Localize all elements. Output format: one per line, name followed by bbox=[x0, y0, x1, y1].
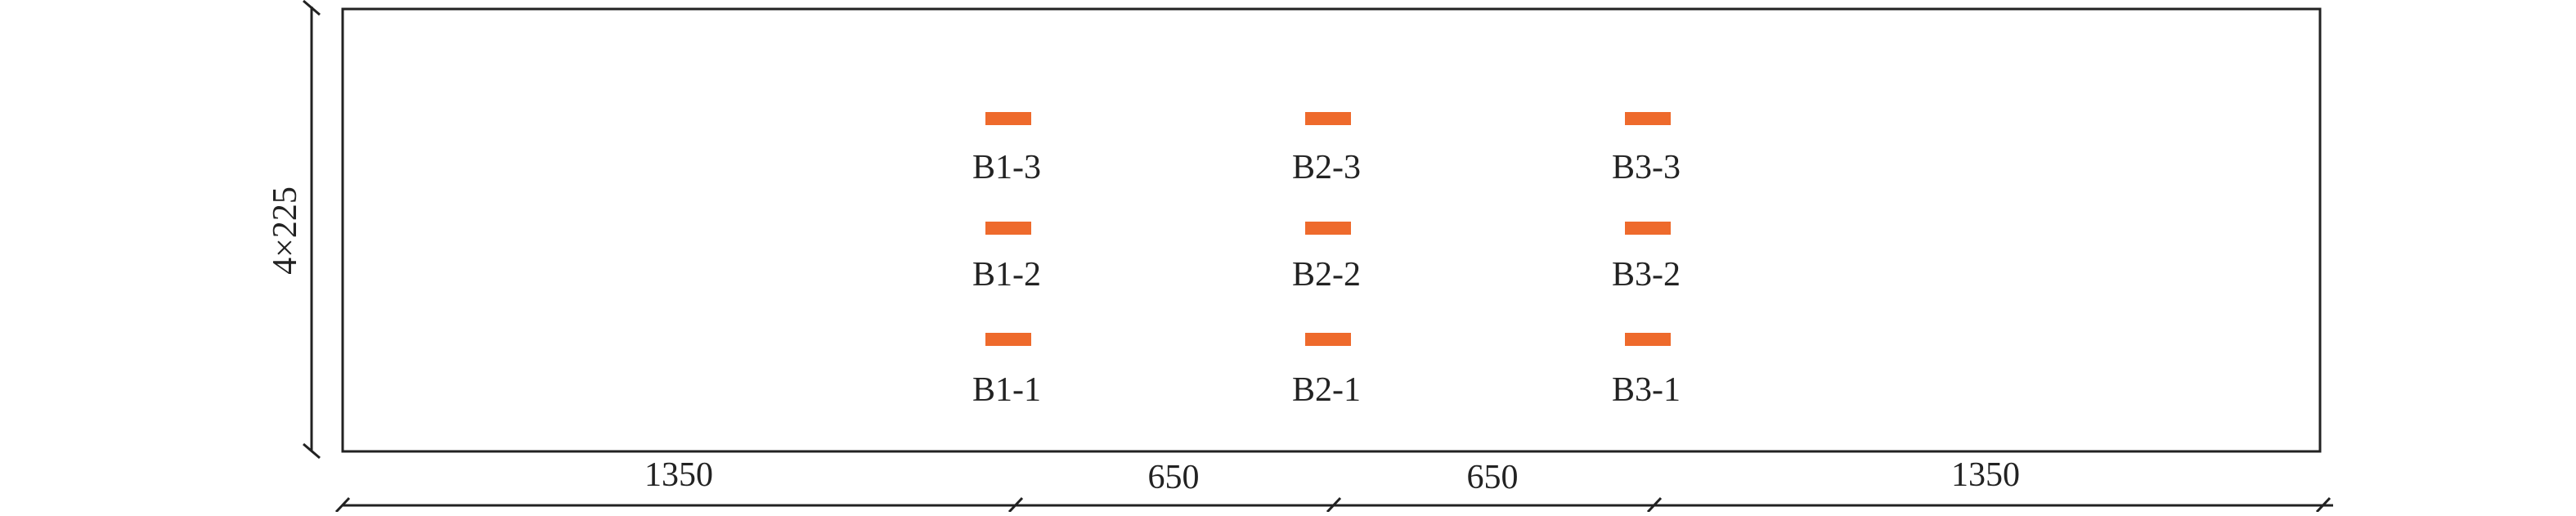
horizontal-dimension-tick-1 bbox=[334, 496, 351, 514]
gauge-label-B1-2: B1-2 bbox=[972, 256, 1041, 294]
gauge-marker-B3-2 bbox=[1625, 222, 1671, 235]
horizontal-dimension-tick-4 bbox=[1646, 496, 1663, 514]
gauge-label-B2-1: B2-1 bbox=[1292, 371, 1361, 409]
horizontal-dimension-label-1: 1350 bbox=[644, 456, 713, 494]
horizontal-dimension-label-4: 1350 bbox=[1951, 456, 2020, 494]
gauge-label-B2-3: B2-3 bbox=[1292, 149, 1361, 186]
horizontal-dimension-label-3: 650 bbox=[1467, 459, 1519, 496]
gauge-label-B1-1: B1-1 bbox=[972, 371, 1041, 409]
vertical-dimension-tick-bottom bbox=[303, 442, 321, 460]
horizontal-dimension-tick-2 bbox=[1008, 496, 1024, 514]
gauge-marker-B1-3 bbox=[985, 112, 1031, 125]
horizontal-dimension-tick-3 bbox=[1326, 496, 1342, 514]
specimen-outline bbox=[341, 7, 2322, 453]
horizontal-dimension-label-2: 650 bbox=[1148, 459, 1200, 496]
gauge-label-B2-2: B2-2 bbox=[1292, 256, 1361, 294]
vertical-dimension-label: 4×225 bbox=[267, 186, 304, 275]
vertical-dimension-tick-top bbox=[303, 0, 321, 16]
gauge-marker-B1-1 bbox=[985, 333, 1031, 346]
gauge-label-B1-3: B1-3 bbox=[972, 149, 1041, 186]
horizontal-dimension-tick-5 bbox=[2315, 496, 2331, 514]
gauge-marker-B2-2 bbox=[1305, 222, 1351, 235]
gauge-marker-B3-3 bbox=[1625, 112, 1671, 125]
gauge-label-B3-2: B3-2 bbox=[1612, 256, 1681, 294]
gauge-marker-B2-1 bbox=[1305, 333, 1351, 346]
gauge-label-B3-3: B3-3 bbox=[1612, 149, 1681, 186]
gauge-marker-B2-3 bbox=[1305, 112, 1351, 125]
gauge-label-B3-1: B3-1 bbox=[1612, 371, 1681, 409]
gauge-marker-B3-1 bbox=[1625, 333, 1671, 346]
gauge-marker-B1-2 bbox=[985, 222, 1031, 235]
